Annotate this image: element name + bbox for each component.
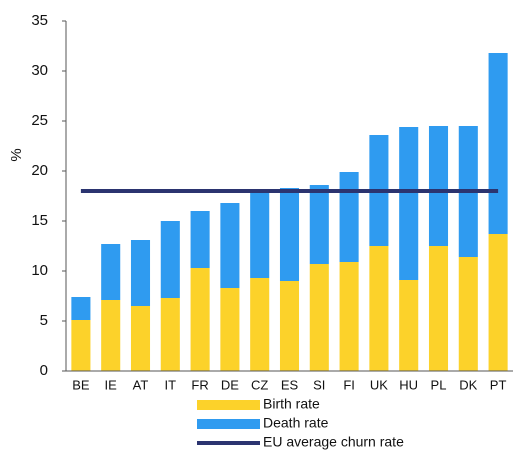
bar: [250, 190, 270, 278]
bar: [488, 53, 508, 234]
bar: [130, 306, 151, 371]
bar: [130, 240, 151, 306]
bar: [399, 127, 419, 280]
x-tick-label: IT: [165, 377, 177, 392]
bar: [71, 320, 91, 371]
bar: [160, 221, 180, 298]
bar: [160, 298, 180, 371]
y-tick-label: 30: [31, 62, 48, 79]
bar: [428, 246, 449, 371]
bar: [309, 264, 329, 371]
x-tick-label: AT: [133, 377, 149, 392]
x-tick-label: ES: [281, 377, 299, 392]
y-tick-label: 20: [31, 162, 48, 179]
bar: [339, 262, 359, 371]
y-tick-label: 35: [31, 12, 48, 29]
bar: [71, 297, 91, 320]
x-tick-label: FR: [191, 377, 208, 392]
bar: [369, 246, 389, 371]
legend-swatch: [197, 400, 260, 410]
bar: [190, 268, 210, 371]
x-tick-label: UK: [370, 377, 388, 392]
bar: [250, 278, 270, 371]
x-tick-label: HU: [399, 377, 418, 392]
bar: [309, 185, 329, 264]
legend-label: EU average churn rate: [263, 434, 404, 450]
bar: [458, 257, 478, 371]
x-tick-label: PL: [431, 377, 447, 392]
bar: [279, 281, 300, 371]
legend-label: Death rate: [263, 415, 329, 431]
y-tick-label: 5: [40, 312, 48, 329]
x-tick-label: FI: [343, 377, 355, 392]
x-tick-label: BE: [72, 377, 90, 392]
x-tick-label: DK: [459, 377, 477, 392]
bar: [488, 234, 508, 371]
bar: [190, 211, 210, 268]
bar: [220, 203, 240, 288]
y-tick-label: 25: [31, 112, 48, 129]
legend-label: Birth rate: [263, 396, 320, 412]
x-tick-label: IE: [105, 377, 118, 392]
bar: [339, 172, 359, 262]
y-axis-label: %: [8, 148, 25, 161]
bar: [220, 288, 240, 371]
bar: [101, 300, 121, 371]
x-tick-label: PT: [490, 377, 507, 392]
bar: [101, 244, 121, 300]
bar: [279, 188, 300, 281]
y-tick-label: 15: [31, 212, 48, 229]
x-tick-label: CZ: [251, 377, 268, 392]
legend-swatch: [197, 419, 260, 429]
bar: [399, 280, 419, 371]
y-tick-label: 0: [40, 362, 48, 379]
y-tick-label: 10: [31, 262, 48, 279]
bar: [428, 126, 449, 246]
x-tick-label: DE: [221, 377, 239, 392]
x-tick-label: SI: [313, 377, 325, 392]
